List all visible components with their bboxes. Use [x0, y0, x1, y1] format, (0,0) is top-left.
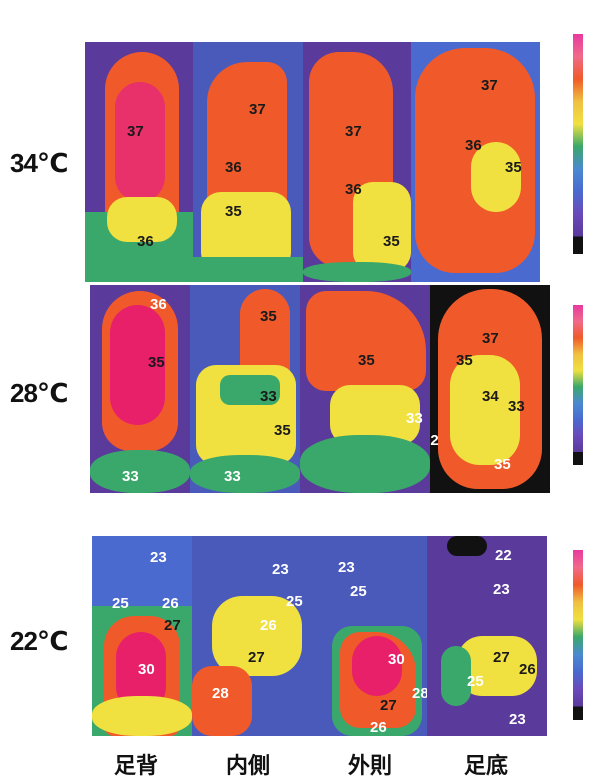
temp-label: 33 [122, 468, 139, 485]
temp-label: 25 [286, 593, 303, 610]
temp-label: 36 [225, 159, 242, 176]
row-label-34: 34℃ [10, 148, 68, 178]
temp-label: 37 [249, 101, 266, 118]
temp-label: 37 [481, 77, 498, 94]
panel-plantar-28: 37 35 34 33 32 35 [430, 285, 550, 493]
color-scale-22 [573, 550, 583, 720]
view-label-plantar: 足底 [464, 753, 509, 778]
temp-label: 23 [338, 559, 355, 576]
temp-label: 27 [380, 697, 397, 714]
temp-label: 28 [412, 685, 427, 702]
temp-label: 26 [370, 719, 387, 736]
temp-label: 33 [260, 388, 277, 405]
thermogram-row-34: 37 36 37 36 35 37 36 35 37 36 35 [85, 42, 540, 282]
temp-label: 25 [112, 595, 129, 612]
panel-medial-28: 35 33 35 33 [190, 285, 300, 493]
temp-label: 26 [260, 617, 277, 634]
temp-label: 35 [260, 308, 277, 325]
panel-plantar-34: 37 36 35 [411, 42, 540, 282]
temp-label: 36 [465, 137, 482, 154]
temp-label: 35 [494, 456, 511, 473]
view-label-lateral: 外則 [348, 753, 393, 778]
temp-label: 33 [224, 468, 241, 485]
panel-dorsal-28: 36 35 33 [90, 285, 190, 493]
thermogram-row-22: 23 25 26 27 30 23 25 26 27 28 23 25 30 2… [92, 536, 547, 736]
panel-plantar-22: 22 23 27 26 25 23 [427, 536, 547, 736]
temp-label: 35 [148, 354, 165, 371]
panel-dorsal-22: 23 25 26 27 30 [92, 536, 192, 736]
temp-label: 32 [430, 432, 439, 449]
row-label-22: 22℃ [10, 626, 68, 656]
temp-label: 37 [345, 123, 362, 140]
temp-label: 37 [482, 330, 499, 347]
temp-label: 37 [127, 123, 144, 140]
temp-label: 35 [225, 203, 242, 220]
view-label-dorsal: 足背 [114, 753, 159, 778]
temp-label: 35 [274, 422, 291, 439]
temp-label: 36 [345, 181, 362, 198]
thermogram-row-28: 36 35 33 35 33 35 33 35 33 37 35 34 33 3… [90, 285, 550, 493]
temp-label: 28 [212, 685, 229, 702]
temp-label: 33 [508, 398, 525, 415]
panel-dorsal-34: 37 36 [85, 42, 195, 282]
temp-label: 35 [358, 352, 375, 369]
panel-lateral-28: 35 33 [300, 285, 430, 493]
temp-label: 27 [248, 649, 265, 666]
temp-label: 25 [350, 583, 367, 600]
panel-lateral-22: 23 25 30 28 27 26 [312, 536, 427, 736]
temp-label: 30 [138, 661, 155, 678]
temp-label: 26 [519, 661, 536, 678]
temp-label: 25 [467, 673, 484, 690]
temp-label: 23 [150, 549, 167, 566]
temp-label: 22 [495, 547, 512, 564]
temp-label: 30 [388, 651, 405, 668]
panel-medial-34: 37 36 35 [193, 42, 303, 282]
temp-label: 23 [509, 711, 526, 728]
temp-label: 36 [137, 233, 154, 250]
temp-label: 23 [493, 581, 510, 598]
temp-label: 35 [383, 233, 400, 250]
temp-label: 27 [493, 649, 510, 666]
temp-label: 23 [272, 561, 289, 578]
temp-label: 35 [456, 352, 473, 369]
temp-label: 36 [150, 296, 167, 313]
view-label-medial: 内側 [226, 753, 271, 778]
temp-label: 27 [164, 617, 181, 634]
temp-label: 34 [482, 388, 499, 405]
temp-label: 33 [406, 410, 423, 427]
panel-medial-22: 23 25 26 27 28 [192, 536, 312, 736]
color-scale-28 [573, 305, 583, 465]
panel-lateral-34: 37 36 35 [303, 42, 411, 282]
color-scale-34 [573, 34, 583, 254]
temp-label: 26 [162, 595, 179, 612]
temp-label: 35 [505, 159, 522, 176]
row-label-28: 28℃ [10, 378, 68, 408]
